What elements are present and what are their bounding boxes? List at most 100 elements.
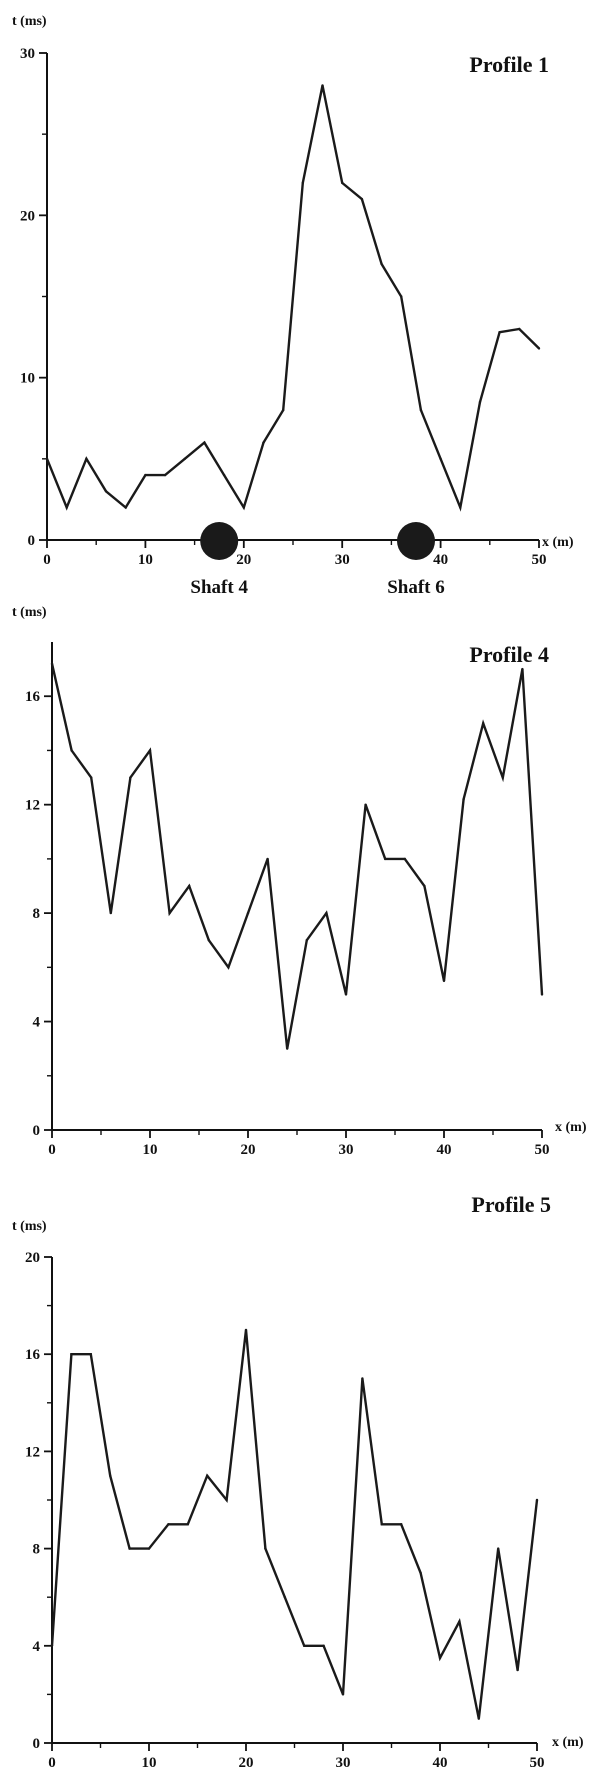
data-point [45,457,49,461]
y-tick-label: 16 [25,689,41,705]
data-point [186,1523,189,1526]
data-point [188,884,191,888]
data-point [281,408,285,412]
data-point [129,776,132,779]
data-point [322,1644,325,1648]
data-point [90,776,93,779]
data-point [148,749,152,752]
y-axis-label: t (ms) [12,14,47,29]
data-point [167,1523,170,1526]
chart-title: Profile 4 [469,642,549,667]
data-point [521,667,524,671]
chart-2: 0 4 8 12 16 0 10 20 30 40 50 t (ms) x (m) Profile 4 [12,605,587,1158]
x-axis-label: x (m) [555,1120,587,1135]
data-point [325,911,328,915]
y-tick-label: 12 [25,1444,40,1460]
x-tick-label: 50 [535,1142,550,1158]
x-tick-label: 50 [532,552,547,568]
data-point [168,911,171,915]
y-tick-label: 20 [25,1250,40,1266]
x-tick-label: 50 [530,1755,545,1771]
data-point [124,506,127,509]
shaft-label: Shaft 6 [387,577,445,598]
data-point [423,884,426,888]
data-point [303,1644,306,1648]
data-point [147,1547,151,1550]
data-point [70,749,73,752]
data-point [65,506,68,509]
data-point [380,262,383,266]
data-point [478,400,482,404]
x-tick-label: 40 [437,1142,452,1158]
data-point [222,473,226,477]
data-point [264,1547,267,1550]
y-tick-label: 12 [25,798,40,814]
x-tick-label: 40 [433,1755,448,1771]
x-tick-label: 20 [241,1142,256,1158]
data-point [262,441,265,444]
data-point [360,197,364,201]
data-point [283,1596,286,1599]
y-tick-label: 0 [28,533,36,549]
y-tick-label: 0 [33,1736,41,1752]
data-point [400,1523,403,1526]
data-point [246,911,250,915]
x-tick-label: 30 [339,1142,354,1158]
data-point [85,457,88,461]
x-tick-label: 10 [143,1142,158,1158]
data-point [344,993,348,996]
series-line [45,85,540,512]
x-tick-label: 0 [48,1142,56,1158]
data-point [206,1474,209,1477]
y-tick-label: 8 [33,906,41,922]
data-point [361,1377,364,1380]
data-point [341,1693,345,1696]
y-tick-label: 20 [20,208,35,224]
x-tick-label: 20 [239,1755,254,1771]
y-tick-label: 30 [20,46,35,62]
data-point [109,1474,112,1477]
y-tick-label: 4 [33,1639,41,1655]
data-point [518,327,521,331]
y-tick-label: 0 [33,1123,41,1139]
data-point [537,347,541,350]
data-point [384,857,387,861]
data-point [242,506,245,509]
data-point [89,1353,93,1356]
y-tick-label: 8 [33,1542,41,1558]
data-point [458,1620,461,1623]
data-point [380,1523,383,1526]
data-point [203,441,206,444]
data-point [419,1571,422,1575]
data-point [482,722,485,725]
data-point [225,1498,228,1502]
y-tick-label: 10 [20,371,35,387]
x-axis-label: x (m) [542,535,574,550]
data-point [109,911,113,915]
data-point [459,506,462,509]
data-point [501,776,504,779]
data-point [104,490,108,493]
data-point [50,1644,54,1648]
x-tick-label: 0 [48,1755,56,1771]
x-axis-label: x (m) [552,1735,584,1750]
data-point [462,798,465,801]
data-point [144,473,147,477]
x-tick-label: 20 [236,552,251,568]
shaft-label: Shaft 4 [190,577,248,598]
data-point [497,1547,500,1550]
data-point [516,1668,519,1672]
x-tick-label: 30 [335,552,350,568]
data-point [244,1328,248,1332]
data-point [477,1717,480,1720]
y-tick-label: 16 [25,1347,41,1363]
data-point [364,803,367,806]
series-line [50,663,544,1049]
shaft-marker [397,522,435,560]
data-point [540,993,544,996]
x-tick-label: 10 [138,552,153,568]
data-point [341,181,344,185]
data-point [70,1353,73,1356]
y-tick-label: 4 [33,1015,41,1031]
